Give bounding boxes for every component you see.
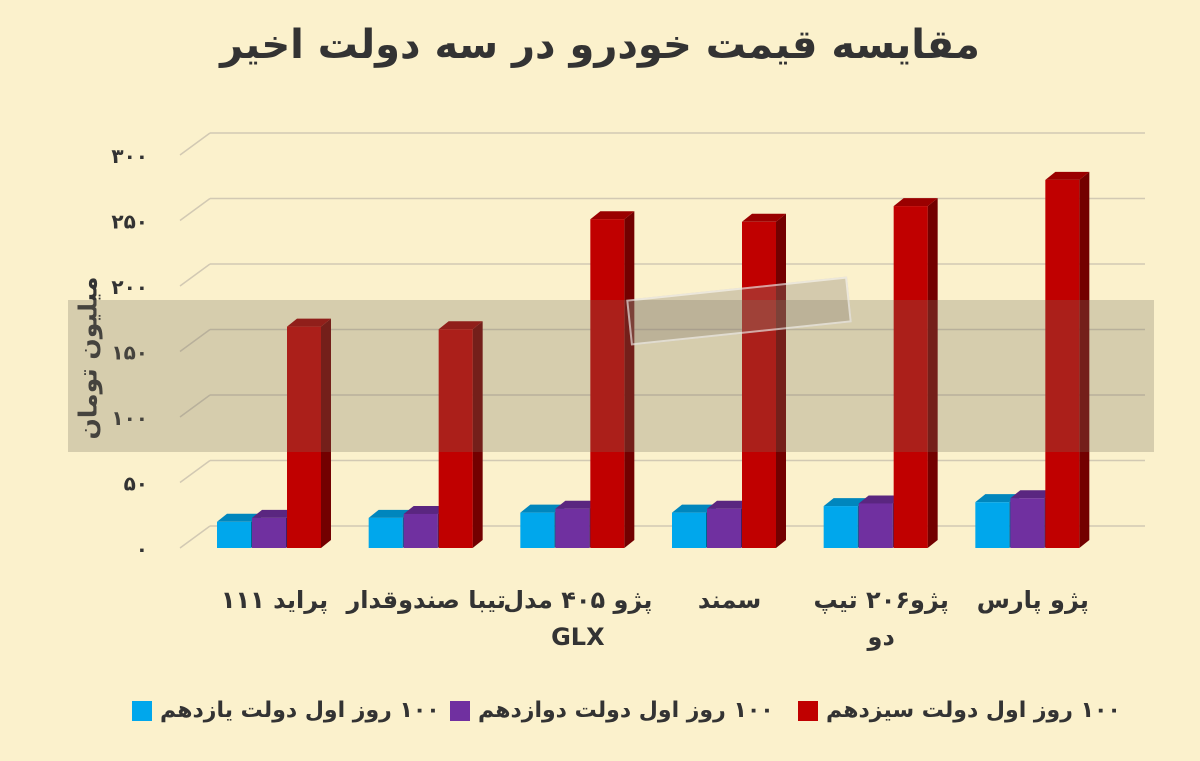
x-tick-label: سمند — [698, 586, 761, 614]
bar-top — [672, 504, 716, 513]
bar-top — [1010, 490, 1055, 499]
bar-top — [858, 495, 903, 504]
x-tick-label: پراید ۱۱۱ — [221, 586, 328, 614]
y-tick-label: ۰ — [136, 537, 148, 561]
bar — [672, 512, 706, 548]
bar — [742, 221, 776, 548]
bar-top — [823, 498, 868, 507]
chart-title: مقایسه قیمت خودرو در سه دولت اخیر — [220, 22, 980, 68]
bar-top — [555, 500, 600, 509]
bar-top — [893, 198, 938, 207]
bar — [1010, 498, 1045, 548]
bar — [438, 329, 473, 548]
bar — [555, 508, 590, 548]
x-tick-label: پژو ۴۰۵ مدل — [503, 586, 652, 614]
gridline-slant — [179, 132, 211, 156]
legend-item: ۱۰۰ روز اول دولت سیزدهم — [798, 698, 1121, 723]
x-tick-label: دو — [867, 623, 895, 651]
bar — [403, 513, 438, 548]
y-tick-label: ۵۰ — [124, 472, 148, 496]
legend-label: ۱۰۰ روز اول دولت یازدهم — [160, 698, 440, 723]
bar-top — [217, 513, 261, 522]
gridline-slant — [179, 394, 211, 418]
bar-side — [624, 211, 635, 548]
bar-top — [252, 509, 296, 518]
bar-top — [403, 505, 448, 514]
bar — [707, 508, 741, 548]
bar — [287, 326, 321, 548]
y-tick-label: ۱۵۰ — [111, 341, 148, 365]
legend-swatch — [798, 700, 818, 721]
y-tick-label: ۳۰۰ — [111, 144, 148, 168]
bar — [520, 512, 555, 548]
bar-top — [707, 500, 751, 509]
x-tick-label: GLX — [551, 623, 605, 651]
legend-item: ۱۰۰ روز اول دولت یازدهم — [132, 698, 440, 723]
bar-side — [776, 213, 786, 548]
gridline-slant — [179, 328, 211, 353]
bar — [1045, 179, 1080, 548]
bar-side — [1079, 171, 1090, 548]
y-tick-label: ۲۵۰ — [111, 210, 148, 234]
gridline-slant — [179, 197, 211, 222]
gridline-slant — [179, 263, 211, 287]
bar-side — [321, 318, 331, 548]
gridline-slant — [179, 525, 211, 549]
legend-swatch — [132, 700, 152, 721]
bar — [252, 517, 286, 548]
x-tick-label: پژو۲۰۶ تیپ — [813, 586, 948, 614]
legend-label: ۱۰۰ روز اول دولت سیزدهم — [826, 698, 1121, 723]
bar-top — [1045, 171, 1090, 180]
bar — [590, 219, 625, 548]
bar-top — [287, 318, 331, 327]
legend: ۱۰۰ روز اول دولت یازدهم ۱۰۰ روز اول دولت … — [0, 698, 1200, 738]
bar — [217, 521, 251, 548]
bar-top — [368, 509, 413, 518]
x-tick-label: پژو پارس — [977, 586, 1089, 614]
bar-top — [742, 213, 786, 222]
bar — [893, 206, 928, 548]
y-tick-label: ۲۰۰ — [111, 275, 148, 299]
bar — [975, 502, 1010, 548]
legend-item: ۱۰۰ روز اول دولت دوازدهم — [450, 698, 774, 723]
legend-label: ۱۰۰ روز اول دولت دوازدهم — [478, 698, 774, 723]
bar — [823, 506, 858, 548]
y-tick-label: ۱۰۰ — [111, 406, 148, 430]
bar — [368, 517, 403, 548]
bar-side — [472, 321, 483, 548]
x-tick-label: تیبا صندوقدار — [345, 586, 505, 614]
bar-top — [438, 321, 483, 330]
bar — [858, 503, 893, 548]
gridline-slant — [179, 459, 211, 484]
bar-top — [590, 211, 635, 220]
bar-top — [520, 504, 565, 513]
bar-top — [975, 494, 1020, 503]
legend-swatch — [450, 700, 470, 721]
bar-side — [927, 198, 938, 548]
